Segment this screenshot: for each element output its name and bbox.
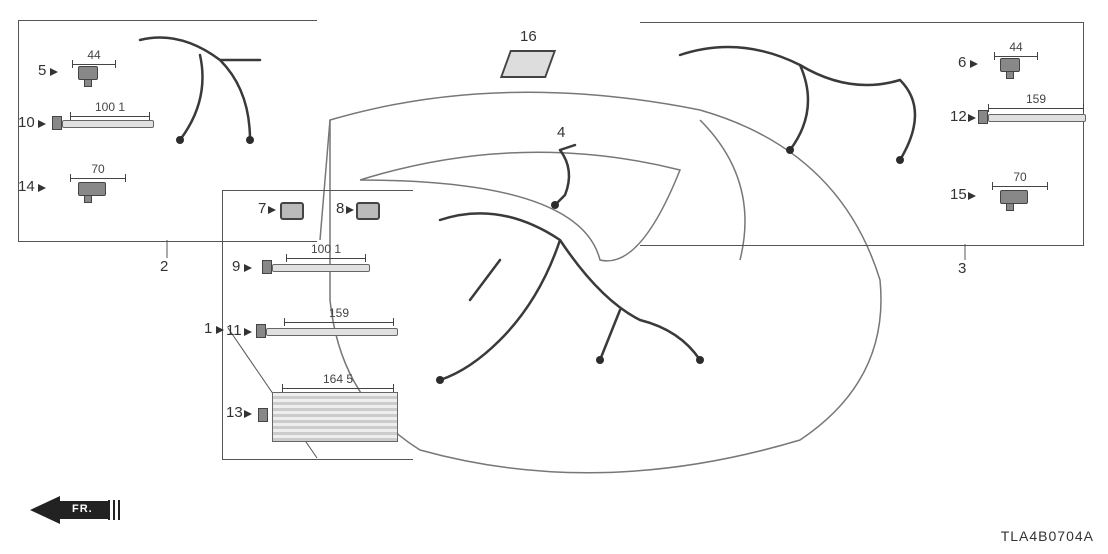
clip-9-head (262, 260, 272, 274)
callout-8: 8 (336, 200, 344, 217)
clip-5 (78, 66, 98, 80)
callout-15: 15 (950, 186, 967, 203)
callout-16: 16 (520, 28, 537, 45)
clip-10-band (62, 120, 154, 128)
callout-12: 12 (950, 108, 967, 125)
clip-13-head (258, 408, 268, 422)
dim-6: 44 (994, 42, 1038, 57)
front-label: FR. (72, 503, 93, 515)
callout-3: 3 (958, 260, 966, 277)
dim-11: 159 (284, 308, 394, 323)
clip-12-band (988, 114, 1086, 122)
dim-13: 164 5 (282, 374, 394, 389)
callout-5: 5 (38, 62, 46, 79)
clip-13-stack (272, 392, 398, 442)
drawing-id: TLA4B0704A (1001, 528, 1094, 544)
clip-10-head (52, 116, 62, 130)
clip-9-band (272, 264, 370, 272)
clip-11-head (256, 324, 266, 338)
callout-1: 1 (204, 320, 212, 337)
dim-10: 100 1 (70, 102, 150, 117)
dim-12: 159 (988, 94, 1084, 109)
callout-4: 4 (557, 124, 565, 141)
callout-2: 2 (160, 258, 168, 275)
diagram-canvas: 1 2 3 4 5 6 7 8 9 10 11 12 13 14 15 16 4… (0, 0, 1108, 554)
clip-6 (1000, 58, 1020, 72)
clip-12-head (978, 110, 988, 124)
clip-11-band (266, 328, 398, 336)
callout-6: 6 (958, 54, 966, 71)
grommet-8 (356, 202, 380, 220)
callout-7: 7 (258, 200, 266, 217)
callout-13: 13 (226, 404, 243, 421)
callout-14: 14 (18, 178, 35, 195)
dim-14: 70 (70, 164, 126, 179)
clip-14 (78, 182, 106, 196)
dim-15: 70 (992, 172, 1048, 187)
clip-15 (1000, 190, 1028, 204)
dim-5: 44 (72, 50, 116, 65)
callout-9: 9 (232, 258, 240, 275)
front-direction: FR. (30, 496, 130, 526)
dim-9: 100 1 (286, 244, 366, 259)
grommet-7 (280, 202, 304, 220)
callout-11: 11 (226, 322, 242, 339)
callout-10: 10 (18, 114, 35, 131)
